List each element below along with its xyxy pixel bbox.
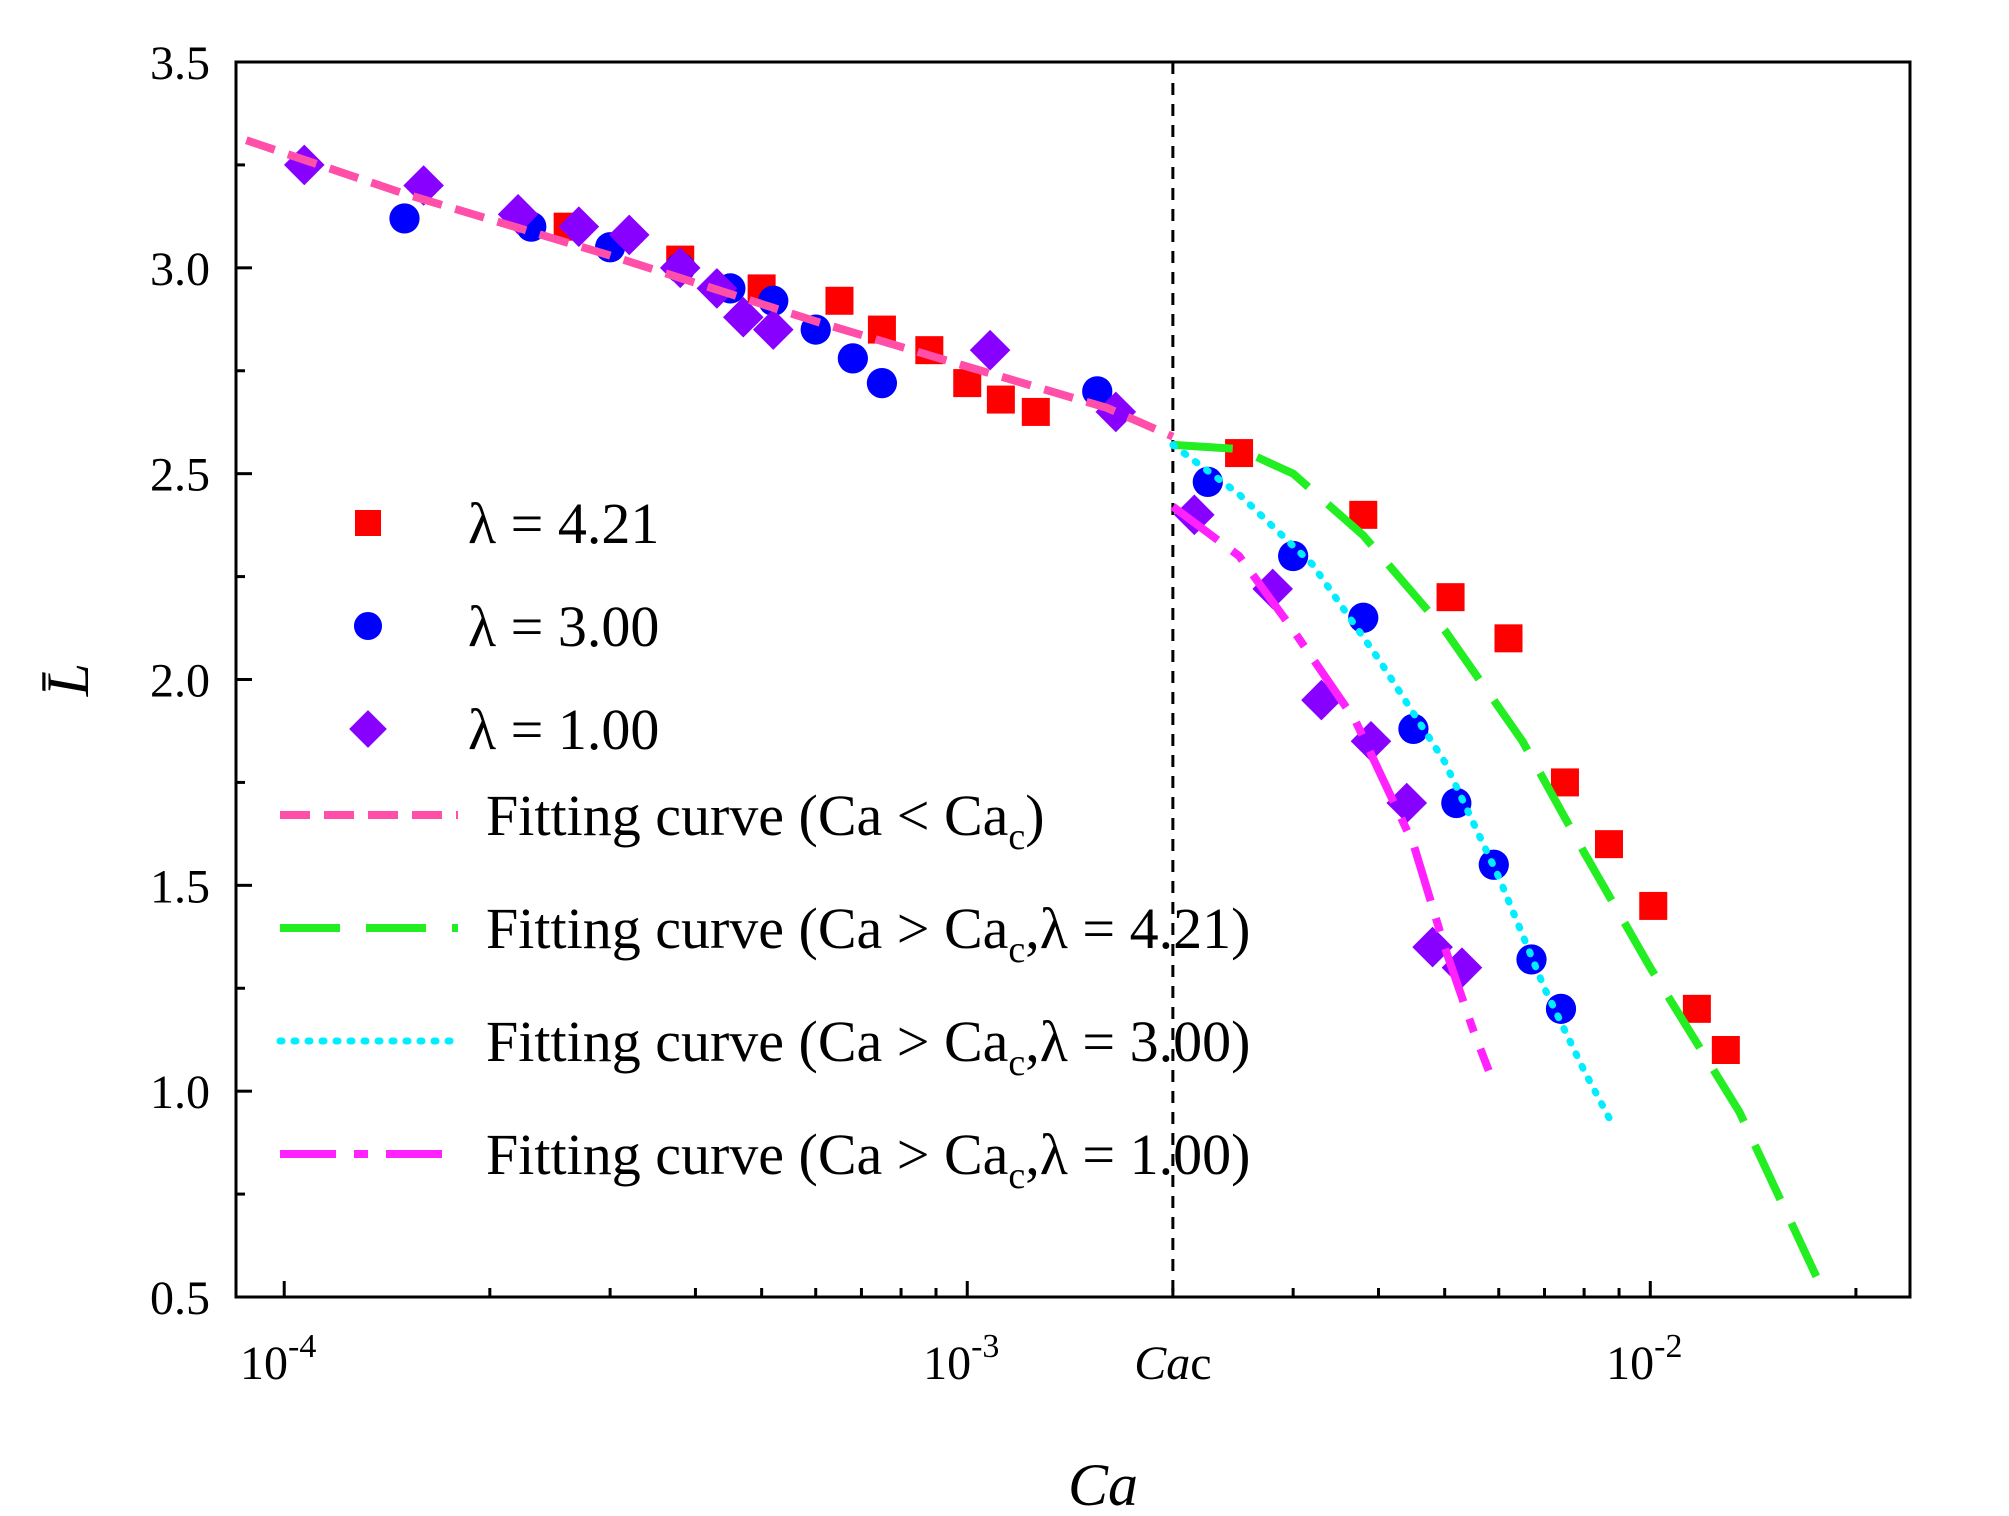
fit-line-0 [245,136,1175,441]
legend-label: λ = 3.00 [468,594,659,659]
x-tick-base: 10 [240,1337,288,1390]
data-point [1550,768,1579,797]
data-point [403,165,444,206]
data-point [1436,583,1465,612]
legend-label: Fitting curve (Ca > Cac,λ = 3.00) [486,1009,1250,1084]
data-point [558,206,600,247]
plot-frame [234,60,1912,1299]
legend-label-main: Fitting curve (Ca > Ca [486,1122,1008,1187]
data-point [1639,891,1668,920]
x-axis-title: Ca [1068,1452,1138,1516]
fit-line-1 [1172,440,1820,1279]
y-tick-label: 3.0 [150,243,210,296]
data-point [1412,926,1453,968]
legend-label-subscript: c [1008,1155,1025,1197]
data-point [1594,830,1623,859]
critical-ca-label-main: Ca [1134,1337,1190,1390]
data-point [1441,787,1472,819]
data-point [1021,397,1050,426]
data-point [1095,391,1137,433]
fit-line-3 [1170,503,1493,1073]
legend-marker [355,510,381,536]
legend-label-subscript: c [1008,929,1025,971]
data-point [1398,713,1429,745]
x-tick-base: 10 [923,1337,971,1390]
data-point [1278,540,1309,572]
x-tick-label: 10-2 [1606,1328,1682,1390]
data-point [1494,624,1523,653]
data-point [283,144,325,186]
legend-label-tail: ,λ = 4.21) [1025,896,1250,961]
data-point [953,369,982,398]
x-tick-label: 10-3 [923,1328,999,1390]
data-point [1386,782,1428,824]
x-tick-exponent: -2 [1654,1328,1682,1365]
legend-label: λ = 4.21 [468,491,659,556]
legend-label: Fitting curve (Ca > Cac,λ = 1.00) [486,1122,1250,1197]
y-tick-label: 2.0 [150,655,210,708]
data-point [497,194,539,235]
data-point [969,329,1011,371]
data-point [1348,602,1379,633]
data-point [1174,494,1215,536]
data-point [866,367,898,399]
legend-label-main: Fitting curve (Ca > Ca [486,1009,1008,1074]
legend-label-tail: ) [1025,783,1044,848]
x-tick-exponent: -4 [288,1328,316,1365]
data-point [1225,439,1254,468]
y-tick-label: 2.5 [150,449,210,502]
legend-marker [349,710,387,748]
data-point [608,214,650,256]
legend-label-tail: ,λ = 1.00) [1025,1122,1250,1187]
legend-marker [353,611,383,641]
y-tick-label: 0.5 [150,1272,210,1325]
y-tick-label: 1.5 [150,860,210,913]
legend-label: Fitting curve (Ca > Cac,λ = 4.21) [486,896,1250,971]
data-point [1682,994,1711,1023]
data-point [1711,1036,1740,1064]
data-point [389,203,420,234]
legend: λ = 4.21 λ = 3.00 λ = 1.00 Fitting curve (C… [276,491,1250,1197]
data-point [1192,466,1223,498]
legend-label: Fitting curve (Ca < Cac) [486,783,1045,858]
x-tick-base: 10 [1606,1337,1654,1390]
data-point [722,296,764,338]
critical-ca-label-sub: c [1190,1337,1211,1390]
legend-label: λ = 1.00 [468,697,659,762]
plot-area [245,62,1820,1297]
data-point [1516,944,1547,975]
data-point [752,309,794,350]
x-tick-label: 10-4 [240,1328,316,1390]
data-point [986,385,1015,414]
legend-label-main: Fitting curve (Ca > Ca [486,896,1008,961]
y-tick-label: 1.0 [150,1066,210,1119]
x-tick-exponent: -3 [971,1328,999,1365]
critical-ca-label: Cac [1134,1337,1211,1390]
legend-label-tail: ,λ = 3.00) [1025,1009,1250,1074]
legend-label-subscript: c [1008,1042,1025,1084]
legend-label-subscript: c [1008,816,1025,858]
data-point [1252,568,1293,610]
y-axis-title: L̄ [35,663,101,697]
legend-label-main: Fitting curve (Ca < Ca [486,783,1008,848]
data-point [837,343,868,374]
y-tick-label: 3.5 [150,37,210,90]
fit-line-2 [1169,441,1616,1128]
data-point [825,286,854,315]
